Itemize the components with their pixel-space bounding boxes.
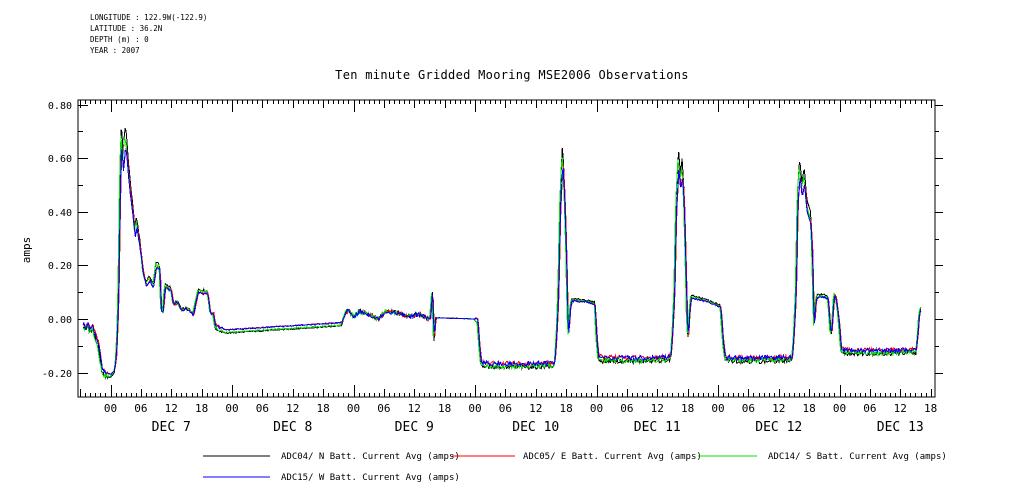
x-hour-label: 00 (468, 402, 481, 415)
x-hour-label: 12 (529, 402, 542, 415)
x-hour-label: 12 (651, 402, 664, 415)
x-hour-label: 06 (742, 402, 755, 415)
x-hour-label: 12 (772, 402, 785, 415)
x-hour-label: 00 (347, 402, 360, 415)
x-hour-label: 18 (438, 402, 451, 415)
legend: ADC04/ N Batt. Current Avg (amps) ADC05/ … (203, 452, 947, 483)
x-hour-label: 18 (803, 402, 816, 415)
meta-latitude: LATITUDE : 36.2N (90, 24, 162, 33)
x-hour-label: 06 (499, 402, 512, 415)
meta-year: YEAR : 2007 (90, 46, 140, 55)
series-line-adc05 (82, 143, 922, 376)
y-axis-label: amps (20, 237, 33, 264)
x-axis-ticks (80, 100, 932, 397)
x-hour-label: 12 (165, 402, 178, 415)
x-day-label: DEC 13 (877, 420, 924, 435)
x-hour-label: 18 (195, 402, 208, 415)
y-tick-label: 0.00 (48, 315, 72, 326)
x-hour-label: 00 (711, 402, 724, 415)
x-day-label: DEC 11 (634, 420, 681, 435)
y-axis-ticks (78, 105, 943, 374)
metadata-block: LONGITUDE : 122.9W(-122.9) LATITUDE : 36… (90, 13, 207, 55)
chart-title: Ten minute Gridded Mooring MSE2006 Obser… (335, 68, 689, 82)
x-hour-label: 12 (894, 402, 907, 415)
x-hour-label: 06 (256, 402, 269, 415)
day-labels: DEC 7 DEC 8 DEC 9 DEC 10 DEC 11 DEC 12 DEC 13 (152, 420, 924, 435)
x-hour-label: 12 (286, 402, 299, 415)
legend-label-adc04: ADC04/ N Batt. Current Avg (amps) (281, 452, 460, 462)
y-tick-label: 0.60 (48, 154, 72, 165)
plot-frame (77, 99, 936, 398)
x-day-label: DEC 8 (273, 420, 312, 435)
meta-longitude: LONGITUDE : 122.9W(-122.9) (90, 13, 207, 22)
x-hour-label: 00 (590, 402, 603, 415)
x-day-label: DEC 7 (152, 420, 191, 435)
legend-label-adc05: ADC05/ E Batt. Current Avg (amps) (523, 452, 702, 462)
x-hour-label: 00 (833, 402, 846, 415)
y-tick-label: 0.40 (48, 208, 72, 219)
x-hour-label: 18 (560, 402, 573, 415)
x-axis-labels: 00 06 12 18 00 06 12 18 00 06 12 18 00 06 12 18 00 06 12 18… (104, 402, 937, 415)
x-day-label: DEC 12 (755, 420, 802, 435)
x-hour-label: 12 (408, 402, 421, 415)
meta-depth: DEPTH (m) : 0 (90, 35, 149, 44)
series-line-adc04 (82, 128, 922, 380)
x-hour-label: 00 (225, 402, 238, 415)
x-hour-label: 00 (104, 402, 117, 415)
x-hour-label: 06 (377, 402, 390, 415)
legend-label-adc15: ADC15/ W Batt. Current Avg (amps) (281, 473, 460, 483)
x-hour-label: 18 (924, 402, 937, 415)
x-hour-label: 06 (134, 402, 147, 415)
x-hour-label: 18 (317, 402, 330, 415)
series-lines (82, 128, 922, 380)
x-hour-label: 06 (863, 402, 876, 415)
x-day-label: DEC 10 (512, 420, 559, 435)
x-day-label: DEC 9 (395, 420, 434, 435)
y-tick-label: 0.80 (48, 101, 72, 112)
y-axis-labels: -0.20 0.00 0.20 0.40 0.60 0.80 (42, 101, 72, 380)
series-line-adc15 (82, 146, 922, 376)
y-tick-label: 0.20 (48, 261, 72, 272)
legend-label-adc14: ADC14/ S Batt. Current Avg (amps) (768, 452, 947, 462)
series-line-adc14 (82, 135, 922, 379)
y-tick-label: -0.20 (42, 369, 72, 380)
x-hour-label: 06 (620, 402, 633, 415)
x-hour-label: 18 (681, 402, 694, 415)
